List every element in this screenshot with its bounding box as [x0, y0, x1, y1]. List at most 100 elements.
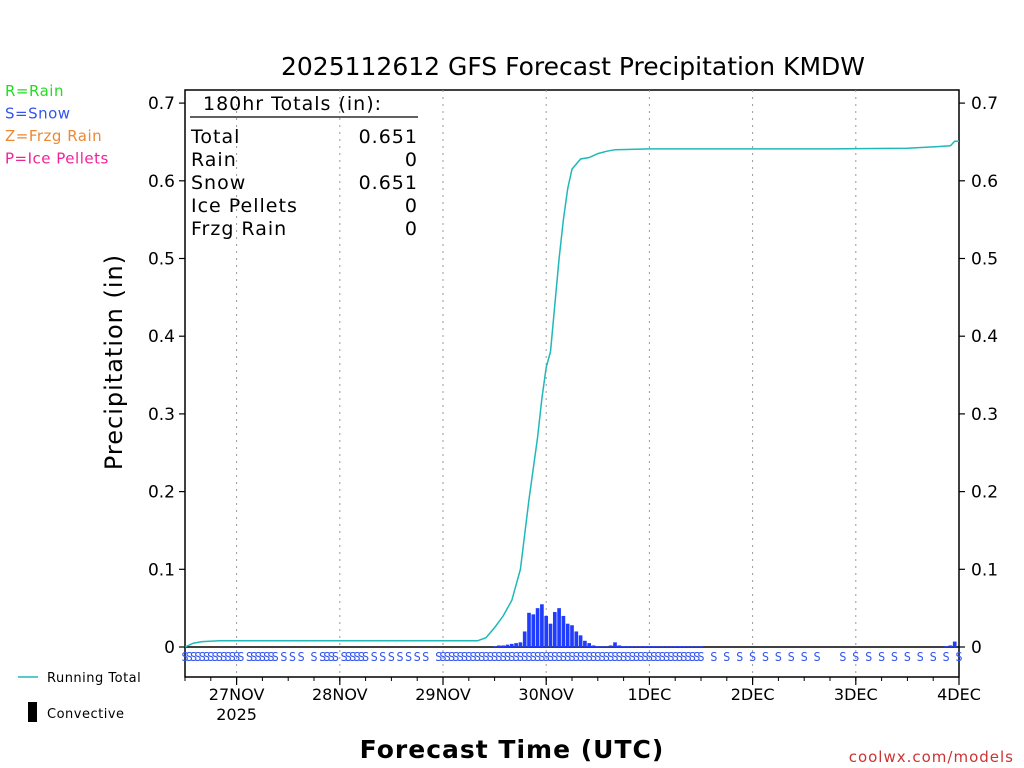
precip-bar — [948, 645, 953, 647]
x-axis-label: Forecast Time (UTC) — [360, 735, 665, 764]
totals-header: 180hr Totals (in): — [203, 93, 382, 115]
snow-marker: S — [362, 650, 369, 664]
precip-bar — [548, 623, 553, 647]
y-tick-label-left: 0.5 — [148, 250, 175, 270]
snow-marker: S — [500, 650, 507, 664]
snow-marker: S — [414, 650, 421, 664]
snow-marker: S — [633, 650, 640, 664]
totals-value: 0 — [405, 195, 418, 217]
credit-text: coolwx.com/models — [849, 748, 1014, 766]
snow-marker: S — [297, 650, 304, 664]
precip-bar — [643, 646, 647, 647]
precip-bar — [630, 646, 635, 647]
snow-marker: S — [573, 650, 580, 664]
snow-marker: S — [216, 650, 223, 664]
snow-marker: S — [353, 650, 360, 664]
snow-marker: S — [517, 650, 524, 664]
snow-marker: S — [629, 650, 636, 664]
precip-bar — [638, 646, 643, 647]
precip-bar — [699, 646, 703, 647]
y-tick-label-right: 0.4 — [971, 327, 998, 347]
precip-bar — [694, 646, 699, 647]
x-tick-label: 27NOV — [209, 685, 265, 704]
y-tick-label-left: 0.1 — [148, 560, 175, 580]
snow-marker: S — [465, 650, 472, 664]
snow-marker: S — [530, 650, 537, 664]
snow-marker: S — [310, 650, 317, 664]
snow-marker: S — [379, 650, 386, 664]
precip-bar — [552, 612, 557, 647]
snow-marker: S — [801, 650, 808, 664]
snow-marker: S — [482, 650, 489, 664]
snow-marker: S — [457, 650, 464, 664]
y-axis-ticks: 0 00.1 0.10.2 0.20.3 0.30.4 0.40.5 0.50.6 0.60.… — [148, 94, 998, 658]
snow-marker: S — [878, 650, 885, 664]
snow-marker: S — [233, 650, 240, 664]
snow-marker: S — [723, 650, 730, 664]
snow-marker: S — [577, 650, 584, 664]
snow-marker: S — [435, 650, 442, 664]
snow-marker: S — [676, 650, 683, 664]
snow-marker: S — [358, 650, 365, 664]
totals-value: 0 — [405, 218, 418, 240]
snow-marker: S — [422, 650, 429, 664]
convective-legend-label: Convective — [47, 707, 125, 722]
precip-bar — [634, 646, 639, 647]
snow-marker: S — [345, 650, 352, 664]
precip-bar — [617, 645, 622, 647]
y-tick-label-right: 0.3 — [971, 405, 998, 425]
snow-marker: S — [491, 650, 498, 664]
snow-marker: S — [852, 650, 859, 664]
snow-marker: S — [680, 650, 687, 664]
snow-marker: S — [469, 650, 476, 664]
snow-marker: S — [371, 650, 378, 664]
snow-marker: S — [547, 650, 554, 664]
totals-label: Rain — [191, 149, 237, 171]
snow-marker: S — [254, 650, 261, 664]
grid-lines — [236, 90, 857, 677]
series-legend: Running Total Convective — [18, 671, 141, 722]
snow-marker: S — [581, 650, 588, 664]
totals-value: 0.651 — [359, 126, 418, 148]
snow-marker: S — [508, 650, 515, 664]
y-axis-label: Precipitation (in) — [100, 254, 128, 470]
snow-marker: S — [543, 650, 550, 664]
snow-marker: S — [237, 650, 244, 664]
precip-bar — [561, 615, 566, 647]
precip-type-legend-item: R=Rain — [5, 82, 64, 100]
snow-marker: S — [710, 650, 717, 664]
snow-marker: S — [220, 650, 227, 664]
precip-type-legend-item: Z=Frzg Rain — [5, 127, 102, 145]
precip-bar — [531, 614, 536, 647]
snow-marker: S — [211, 650, 218, 664]
x-tick-label: 29NOV — [415, 685, 471, 704]
snow-marker: S — [328, 650, 335, 664]
y-tick-label-right: 0.5 — [971, 250, 998, 270]
snow-marker: S — [439, 650, 446, 664]
snow-marker: S — [607, 650, 614, 664]
snow-marker: S — [207, 650, 214, 664]
snow-marker: S — [641, 650, 648, 664]
snow-marker: S — [250, 650, 257, 664]
precip-bar — [514, 643, 518, 647]
totals-label: Snow — [191, 172, 246, 194]
snow-marker: S — [332, 650, 339, 664]
precip-type-legend: R=Rain S=Snow Z=Frzg Rain P=Ice Pellets — [5, 82, 108, 168]
precip-bar — [578, 635, 583, 647]
totals-label: Ice Pellets — [191, 195, 298, 217]
x-tick-label: 28NOV — [312, 685, 368, 704]
snow-marker: S — [538, 650, 545, 664]
precip-bar — [565, 623, 570, 647]
snow-marker: S — [586, 650, 593, 664]
snow-marker: S — [697, 650, 704, 664]
precip-bar — [595, 646, 600, 647]
snow-marker: S — [839, 650, 846, 664]
precip-bar — [952, 641, 957, 647]
totals-label: Frzg Rain — [191, 218, 287, 240]
snow-marker: S — [624, 650, 631, 664]
snow-marker: S — [904, 650, 911, 664]
precip-bar — [527, 612, 531, 647]
precip-bars — [492, 604, 957, 647]
snow-marker: S — [917, 650, 924, 664]
